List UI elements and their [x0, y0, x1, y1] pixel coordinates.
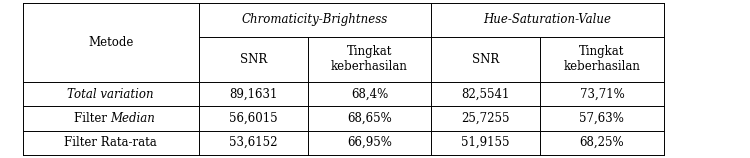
Text: 57,63%: 57,63%	[580, 112, 624, 125]
Text: Tingkat
keberhasilan: Tingkat keberhasilan	[331, 45, 408, 73]
Text: 56,6015: 56,6015	[229, 112, 278, 125]
Text: 25,7255: 25,7255	[461, 112, 510, 125]
Text: 68,4%: 68,4%	[351, 88, 388, 101]
Text: Tingkat
keberhasilan: Tingkat keberhasilan	[563, 45, 640, 73]
Text: 68,25%: 68,25%	[580, 136, 624, 149]
Text: Filter: Filter	[74, 112, 111, 125]
Text: SNR: SNR	[239, 53, 267, 66]
Text: Metode: Metode	[88, 36, 134, 49]
Text: Chromaticity-Brightness: Chromaticity-Brightness	[242, 13, 388, 26]
Text: 89,1631: 89,1631	[229, 88, 278, 101]
Text: Total variation: Total variation	[68, 88, 154, 101]
Text: 53,6152: 53,6152	[229, 136, 278, 149]
Text: SNR: SNR	[472, 53, 500, 66]
Text: 68,65%: 68,65%	[347, 112, 392, 125]
Text: 82,5541: 82,5541	[461, 88, 510, 101]
Text: Median: Median	[111, 112, 155, 125]
Text: 73,71%: 73,71%	[580, 88, 624, 101]
Text: Hue-Saturation-Value: Hue-Saturation-Value	[484, 13, 611, 26]
Text: Filter Rata-rata: Filter Rata-rata	[64, 136, 157, 149]
Text: 66,95%: 66,95%	[347, 136, 392, 149]
Text: 51,9155: 51,9155	[461, 136, 510, 149]
